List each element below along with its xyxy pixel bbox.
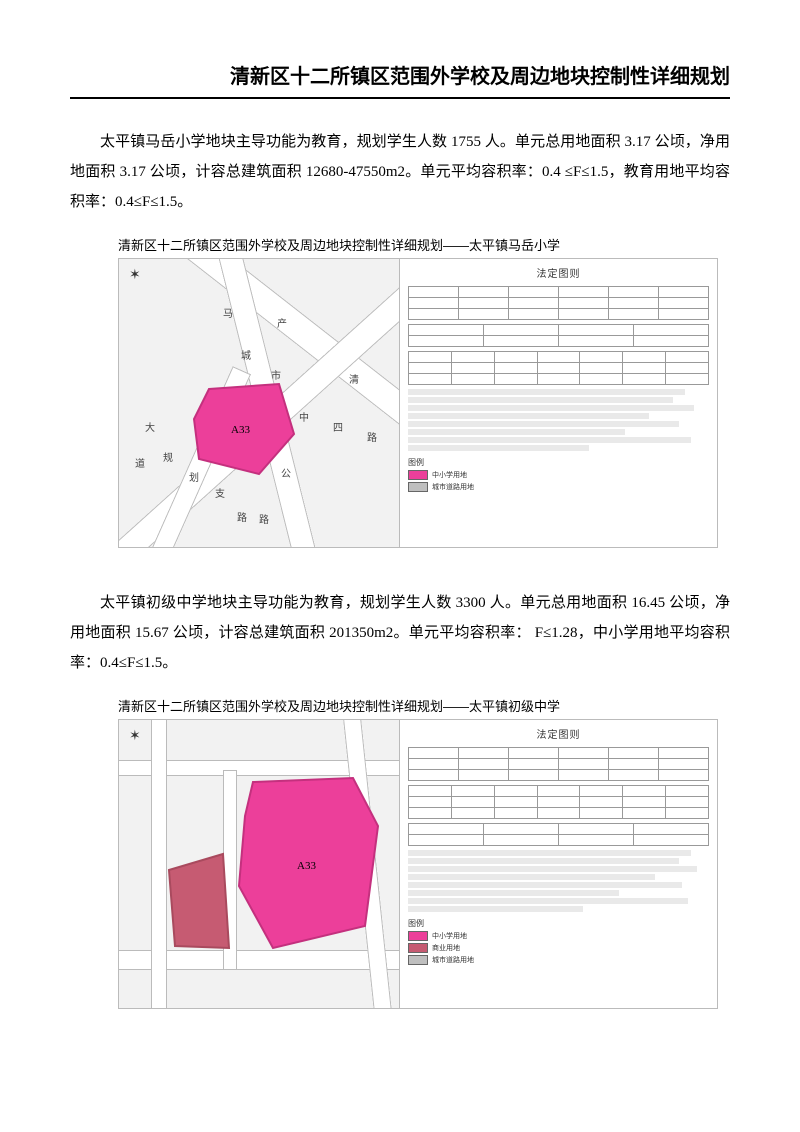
figure-1-map: ✶ A33 马 产 城 市 清 大 中 四 路 [118, 258, 400, 548]
sheet-table [408, 747, 709, 781]
road-label: 路 [259, 511, 269, 526]
sheet-notes [408, 389, 709, 451]
figure-1-title: 清新区十二所镇区范围外学校及周边地块控制性详细规划——太平镇马岳小学 [118, 235, 718, 254]
road-label: 清 [349, 371, 359, 386]
road-label: 规 [163, 449, 173, 464]
legend-label: 商业用地 [432, 943, 460, 953]
legend-swatch [408, 955, 428, 965]
legend-swatch [408, 931, 428, 941]
legend: 图例 中小学用地 商业用地 城市道路用地 [408, 918, 709, 965]
legend: 图例 中小学用地 城市道路用地 [408, 457, 709, 492]
compass-icon: ✶ [129, 728, 141, 745]
sheet-table [408, 823, 709, 846]
legend-label: 城市道路用地 [432, 482, 474, 492]
sheet-table [408, 286, 709, 320]
sheet-heading: 法定图则 [408, 265, 709, 280]
legend-swatch [408, 470, 428, 480]
figure-1-sheet: 法定图则 [400, 258, 718, 548]
legend-row: 城市道路用地 [408, 955, 709, 965]
figure-2-title: 清新区十二所镇区范围外学校及周边地块控制性详细规划——太平镇初级中学 [118, 696, 718, 715]
legend-swatch [408, 943, 428, 953]
road-label: 路 [367, 429, 377, 444]
legend-row: 中小学用地 [408, 931, 709, 941]
sheet-table [408, 324, 709, 347]
figure-1-body: ✶ A33 马 产 城 市 清 大 中 四 路 [118, 258, 718, 548]
paragraph-2: 太平镇初级中学地块主导功能为教育，规划学生人数 3300 人。单元总用地面积 1… [70, 588, 730, 678]
document-page: 清新区十二所镇区范围外学校及周边地块控制性详细规划 太平镇马岳小学地块主导功能为… [0, 0, 800, 1099]
plot-shape-b [165, 850, 235, 960]
paragraph-1: 太平镇马岳小学地块主导功能为教育，规划学生人数 1755 人。单元总用地面积 3… [70, 127, 730, 217]
road-label: 城 [241, 347, 251, 362]
legend-title: 图例 [408, 457, 709, 468]
page-title: 清新区十二所镇区范围外学校及周边地块控制性详细规划 [70, 60, 730, 89]
road-label: 支 [215, 485, 225, 500]
legend-swatch [408, 482, 428, 492]
plot-label: A33 [231, 424, 250, 436]
road-label: 中 [299, 409, 309, 424]
compass-icon: ✶ [129, 267, 141, 284]
plot-label: A33 [297, 860, 316, 872]
figure-2: 清新区十二所镇区范围外学校及周边地块控制性详细规划——太平镇初级中学 ✶ A33 [118, 696, 718, 1009]
sheet-table [408, 351, 709, 385]
legend-title: 图例 [408, 918, 709, 929]
road-label: 四 [333, 419, 343, 434]
title-rule [70, 97, 730, 99]
road-label: 大 [145, 419, 155, 434]
legend-row: 中小学用地 [408, 470, 709, 480]
sheet-heading: 法定图则 [408, 726, 709, 741]
sheet-notes [408, 850, 709, 912]
road-label: 道 [135, 455, 145, 470]
legend-row: 商业用地 [408, 943, 709, 953]
legend-label: 中小学用地 [432, 470, 467, 480]
legend-row: 城市道路用地 [408, 482, 709, 492]
sheet-table [408, 785, 709, 819]
figure-2-body: ✶ A33 法定图则 [118, 719, 718, 1009]
figure-1: 清新区十二所镇区范围外学校及周边地块控制性详细规划——太平镇马岳小学 ✶ A33… [118, 235, 718, 548]
road-label: 划 [189, 469, 199, 484]
road-label: 路 [237, 509, 247, 524]
road-label: 公 [281, 465, 291, 480]
road-label: 产 [277, 315, 287, 330]
road-label: 马 [223, 305, 233, 320]
legend-label: 中小学用地 [432, 931, 467, 941]
figure-2-map: ✶ A33 [118, 719, 400, 1009]
legend-label: 城市道路用地 [432, 955, 474, 965]
road-label: 市 [271, 367, 281, 382]
figure-2-sheet: 法定图则 [400, 719, 718, 1009]
